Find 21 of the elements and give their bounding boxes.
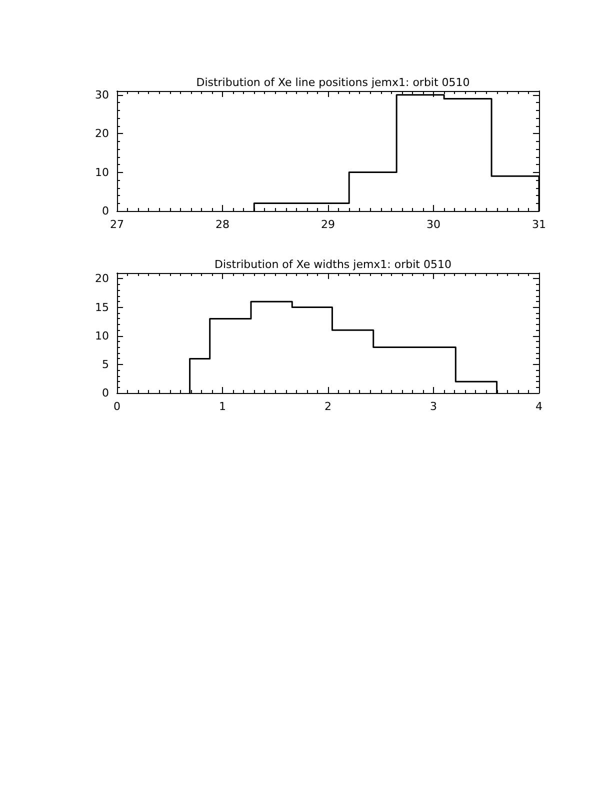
- y-tick-label: 30: [95, 88, 109, 102]
- y-tick-label: 10: [95, 329, 109, 342]
- y-tick-label: 0: [102, 386, 109, 400]
- x-tick-label: 31: [532, 218, 546, 231]
- x-tick-label: 28: [216, 218, 230, 231]
- x-tick-label: 2: [324, 400, 332, 413]
- x-tick-label: 27: [110, 218, 124, 231]
- chart-title: Distribution of Xe widths jemx1: orbit 0510: [214, 258, 452, 271]
- x-tick-label: 1: [219, 400, 226, 413]
- y-tick-label: 5: [102, 358, 109, 371]
- x-tick-label: 0: [114, 400, 120, 413]
- chart-title: Distribution of Xe line positions jemx1: orbit 0510: [196, 76, 470, 89]
- y-tick-label: 10: [95, 166, 109, 179]
- x-tick-label: 4: [536, 400, 542, 413]
- y-tick-label: 0: [102, 204, 109, 218]
- x-tick-label: 29: [321, 218, 335, 231]
- x-tick-label: 3: [430, 400, 437, 413]
- y-tick-label: 20: [95, 127, 109, 140]
- y-tick-label: 15: [95, 300, 109, 314]
- x-tick-label: 30: [426, 218, 440, 231]
- y-tick-label: 20: [95, 272, 109, 286]
